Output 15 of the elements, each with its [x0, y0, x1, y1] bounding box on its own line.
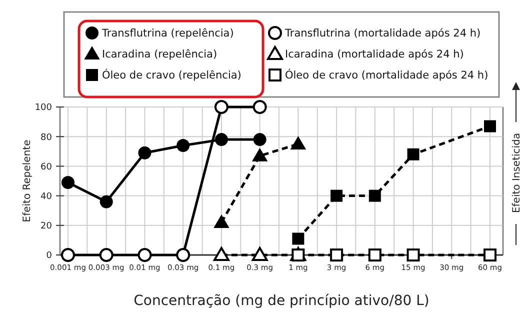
y-axis-title: Efeito Repelente: [22, 140, 33, 222]
y-tick-label: 60: [40, 162, 52, 172]
y2-axis-title: Efeito Inseticida: [512, 132, 522, 214]
y-tick-label: 100: [34, 103, 52, 114]
legend-label: Óleo de cravo (repelência): [102, 68, 242, 82]
legend-label: Transflutrina (mortalidade após 24 h): [284, 28, 481, 40]
y-tick-label: 80: [40, 132, 52, 143]
y-tick-label: 40: [40, 192, 52, 202]
legend-label: Óleo de cravo (mortalidade após 24 h): [285, 68, 488, 82]
legend-label: Icaradina (mortalidade após 24 h): [285, 48, 464, 61]
y-tick-label: 0: [46, 251, 52, 262]
y-tick-label: 20: [40, 222, 52, 232]
x-axis-title: Concentração (mg de princípio ativo/80 L): [134, 293, 430, 309]
legend-label: Icaradina (repelência): [102, 48, 218, 61]
legend-label: Transflutrina (repelência): [101, 28, 234, 40]
